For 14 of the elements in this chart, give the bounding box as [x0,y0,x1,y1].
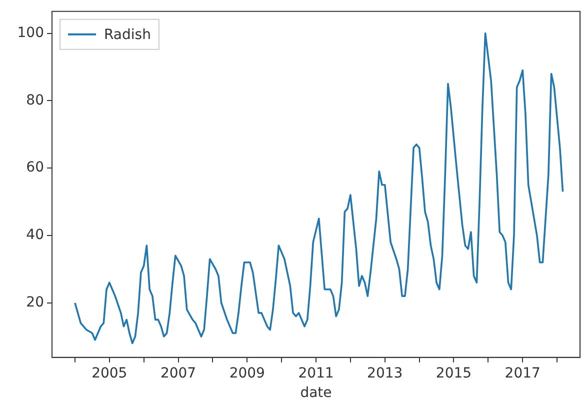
x-tick-label: 2017 [504,365,540,382]
x-tick-label: 2015 [436,365,472,382]
x-axis-title: date [300,385,332,402]
y-tick-label: 40 [26,227,44,244]
x-tick-label: 2011 [298,365,334,382]
y-tick-label: 80 [26,92,44,108]
y-tick-label: 20 [26,294,44,310]
y-tick-label: 60 [26,160,44,176]
x-tick-label: 2005 [92,365,128,382]
legend-label: Radish [104,27,151,44]
x-tick-label: 2009 [229,365,265,382]
x-tick-label: 2013 [367,365,403,382]
y-tick-label: 100 [17,24,44,41]
x-tick-label: 2007 [160,365,196,382]
